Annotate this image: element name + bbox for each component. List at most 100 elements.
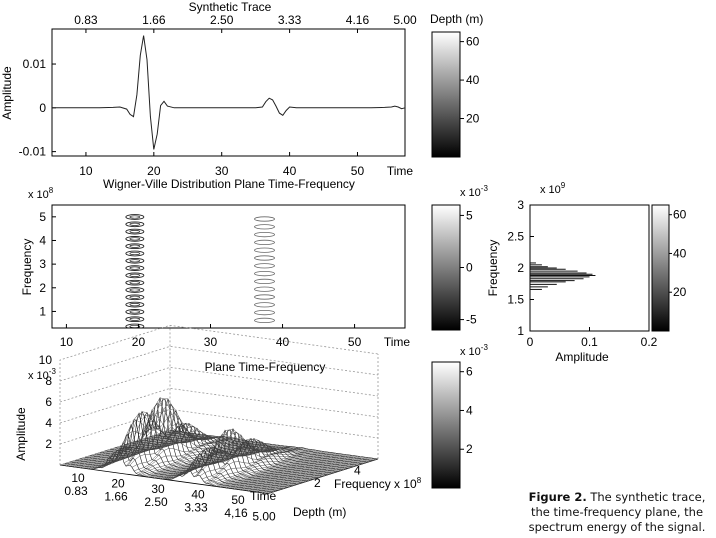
wv-event-contour: [129, 237, 141, 241]
spectrum-x-ticks: 0 0.1 0.2: [527, 327, 658, 349]
trace-x-ticks: 10 20 30 40 50: [79, 152, 364, 178]
wv-event-contour: [129, 310, 141, 314]
plane-3d-depth-label: Depth (m): [293, 505, 346, 519]
plane-3d-mesh-line: [109, 414, 221, 458]
plane-3d-mesh-line: [61, 430, 173, 466]
plane-3d-panel: Plane Time-Frequency x 10-3 10 8 6 4 2 10 20 30…: [14, 324, 488, 524]
plane-3d-mesh-line: [183, 437, 295, 476]
wv-colorbar: [431, 204, 461, 331]
plane-3d-mesh-line: [139, 441, 251, 476]
plane-3d-mesh-line: [87, 433, 199, 469]
wv-event-contour: [129, 259, 141, 263]
wv-event-contour: [125, 236, 145, 242]
trace-top-tick-label: 4.16: [346, 13, 370, 27]
plane-3d-mesh-line: [221, 452, 333, 488]
plane-3d-colorbar: [431, 361, 461, 489]
plane-3d-mesh-line: [217, 451, 329, 487]
plane-3d-mesh-line: [233, 454, 345, 490]
plane-3d-freq-tick-label: 2: [314, 476, 321, 490]
trace-x-tick-label: 50: [351, 164, 365, 178]
plane-3d-depth-tick-label: 5.00: [252, 510, 276, 524]
wv-colorbar-tick-label: 5: [466, 208, 473, 222]
trace-top-tick-label: 5.00: [393, 13, 417, 27]
plane-3d-mesh-line: [229, 453, 341, 489]
trace-top-tick-label: 1.66: [142, 13, 166, 27]
trace-y-tick-label: 0: [39, 101, 46, 115]
plane-3d-colorbar-tick-label: 6: [466, 365, 473, 379]
trace-x-tick-label: 40: [283, 164, 297, 178]
wv-event-contour: [254, 263, 275, 269]
caption-label: Figure 2.: [528, 490, 587, 504]
plane-3d-mesh-line: [151, 442, 263, 478]
plane-3d-mesh-line: [67, 431, 179, 467]
trace-colorbar-tick-label: 40: [466, 73, 480, 87]
plane-3d-time-tick-label: 10: [71, 471, 85, 485]
plane-3d-freq-label: Frequency x 108: [334, 476, 422, 491]
wv-y-tick-label: 3: [39, 257, 46, 271]
plane-3d-mesh-line: [111, 411, 223, 461]
wv-event-contour: [254, 255, 275, 261]
plane-3d-depth-tick-label: 0.83: [64, 484, 88, 498]
plane-3d-mesh-line: [251, 456, 363, 492]
plane-3d-mesh-line: [199, 447, 311, 477]
trace-x-tick-label: 20: [147, 164, 161, 178]
wv-event-contour: [125, 272, 145, 279]
plane-3d-colorbar-tick-label: 4: [466, 403, 473, 417]
plane-3d-mesh-line: [117, 398, 229, 454]
spectrum-colorbar-tick-label: 20: [673, 285, 687, 299]
wv-axes-box: [51, 204, 406, 329]
plane-3d-mesh-line: [231, 453, 343, 489]
plane-3d-mesh-line: [131, 439, 243, 468]
plane-3d-z-tick-label: 4: [45, 416, 52, 430]
wv-event-contour: [129, 317, 141, 321]
wv-x-tick-label: 10: [60, 335, 74, 349]
wv-event-contour: [129, 288, 141, 292]
spectrum-xlabel: Amplitude: [555, 350, 609, 364]
wv-x-tick-label: 40: [276, 335, 290, 349]
wv-event-contour: [129, 215, 141, 219]
spectrum-ylabel: Frequency: [486, 240, 500, 297]
trace-top-ticks: 0.83 1.66 2.50 3.33 4.16 5.00: [74, 13, 417, 33]
wv-event-contour: [254, 239, 275, 245]
trace-axes-box: [51, 28, 406, 157]
plane-3d-time-tick-label: 20: [111, 476, 125, 490]
plane-3d-mesh-line: [93, 434, 205, 470]
plane-3d-mesh-line: [225, 452, 337, 489]
wv-event-contour: [125, 221, 145, 228]
spectrum-y-tick-label: 2.5: [507, 230, 524, 244]
spectrum-panel: x 109 0 0.1 0.2 3 2.5 2 1.5 1 Frequency Amplit…: [486, 181, 687, 364]
plane-3d-mesh-line: [127, 426, 239, 466]
trace-colorbar: [431, 31, 461, 158]
plane-3d-depth-tick-label: 3.33: [184, 500, 208, 514]
plane-3d-colorbar-ticks: 6 4 2: [460, 365, 473, 456]
wv-event-contour: [254, 232, 275, 238]
wv-event-contour: [125, 294, 145, 301]
wv-event-contour: [125, 279, 145, 286]
trace-title: Synthetic Trace: [189, 0, 272, 14]
wv-event-contour: [254, 309, 275, 316]
plane-3d-mesh-line: [211, 450, 323, 486]
plane-3d-z-exponent: x 10-3: [28, 367, 56, 382]
wv-colorbar-ticks: 5 0 -5: [460, 208, 477, 327]
plane-3d-mesh-line: [255, 457, 367, 493]
wv-x-tick-label: 30: [204, 335, 218, 349]
wv-event-contour: [129, 281, 141, 285]
plane-3d-surface-mesh: [59, 397, 379, 494]
wv-event-contour: [254, 270, 275, 277]
plane-3d-mesh-line: [197, 441, 309, 476]
plane-3d-mesh-line: [239, 454, 351, 490]
trace-top-tick-label: 2.50: [210, 13, 234, 27]
plane-3d-time-tick-label: 40: [191, 487, 205, 501]
spectrum-colorbar-tick-label: 60: [673, 208, 687, 222]
plane-3d-time-label: Time: [250, 489, 277, 503]
wv-colorbar-tick-label: -5: [466, 313, 477, 327]
plane-3d-mesh-line: [265, 458, 377, 494]
plane-3d-z-tick-label: 6: [45, 395, 52, 409]
plane-3d-mesh-line: [215, 451, 327, 487]
plane-3d-mesh-line: [207, 450, 319, 484]
caption-text: The synthetic trace, the time-frequency …: [528, 490, 706, 534]
wv-event-contour: [125, 243, 145, 250]
plane-3d-mesh-line: [77, 432, 189, 468]
wv-event-contour: [129, 244, 141, 248]
